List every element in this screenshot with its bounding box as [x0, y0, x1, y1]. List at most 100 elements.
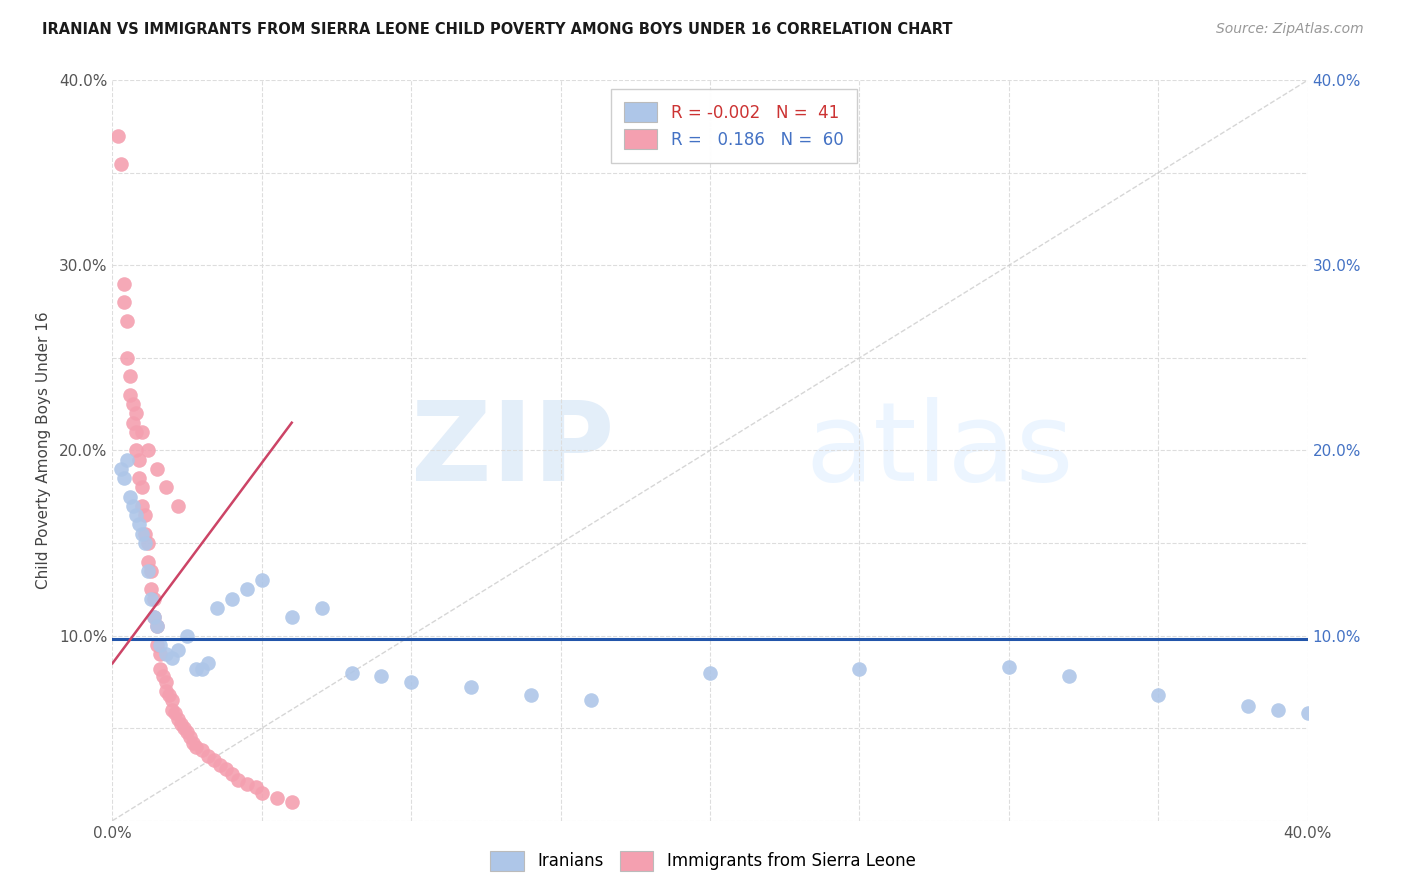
Point — [340, 665, 363, 680]
Point — [134, 536, 156, 550]
Point — [146, 638, 169, 652]
Point — [1296, 706, 1319, 721]
Point — [114, 277, 135, 291]
Point — [114, 471, 135, 485]
Point — [131, 499, 153, 513]
Point — [197, 657, 219, 671]
Legend: Iranians, Immigrants from Sierra Leone: Iranians, Immigrants from Sierra Leone — [482, 842, 924, 880]
Point — [179, 731, 201, 745]
Point — [125, 407, 148, 421]
Point — [131, 526, 153, 541]
Point — [191, 662, 214, 676]
Point — [186, 739, 208, 754]
Point — [149, 638, 172, 652]
Point — [165, 706, 187, 721]
Text: ZIP: ZIP — [411, 397, 614, 504]
Point — [134, 526, 156, 541]
Point — [110, 462, 132, 476]
Point — [699, 665, 721, 680]
Point — [138, 554, 160, 569]
Point — [143, 610, 166, 624]
Point — [1147, 688, 1170, 702]
Point — [128, 517, 150, 532]
Point — [176, 628, 198, 642]
Point — [155, 684, 177, 698]
Point — [226, 772, 249, 787]
Point — [128, 452, 150, 467]
Point — [167, 499, 190, 513]
Point — [141, 582, 163, 597]
Point — [281, 610, 304, 624]
Point — [215, 762, 238, 776]
Point — [205, 600, 228, 615]
Point — [122, 499, 145, 513]
Point — [125, 443, 148, 458]
Point — [250, 786, 273, 800]
Point — [138, 536, 160, 550]
Point — [579, 693, 602, 707]
Point — [162, 703, 183, 717]
Point — [998, 660, 1021, 674]
Point — [120, 369, 142, 384]
Point — [245, 780, 267, 795]
Point — [181, 736, 204, 750]
Point — [143, 591, 166, 606]
Point — [162, 693, 183, 707]
Point — [149, 662, 172, 676]
Point — [236, 582, 259, 597]
Point — [186, 662, 208, 676]
Point — [173, 721, 195, 735]
Point — [221, 591, 243, 606]
Point — [520, 688, 543, 702]
Point — [117, 351, 139, 365]
Point — [167, 643, 190, 657]
Legend: R = -0.002   N =  41, R =   0.186   N =  60: R = -0.002 N = 41, R = 0.186 N = 60 — [610, 88, 856, 162]
Point — [138, 443, 160, 458]
Y-axis label: Child Poverty Among Boys Under 16: Child Poverty Among Boys Under 16 — [35, 311, 51, 590]
Point — [131, 425, 153, 439]
Point — [120, 388, 142, 402]
Point — [191, 743, 214, 757]
Point — [122, 416, 145, 430]
Point — [120, 490, 142, 504]
Point — [146, 619, 169, 633]
Point — [155, 674, 177, 689]
Point — [131, 481, 153, 495]
Point — [281, 795, 304, 809]
Point — [138, 564, 160, 578]
Text: Source: ZipAtlas.com: Source: ZipAtlas.com — [1216, 22, 1364, 37]
Point — [1237, 698, 1260, 713]
Point — [460, 681, 482, 695]
Point — [141, 564, 163, 578]
Point — [848, 662, 870, 676]
Point — [107, 128, 129, 143]
Point — [128, 471, 150, 485]
Point — [176, 724, 198, 739]
Point — [1267, 703, 1289, 717]
Point — [125, 508, 148, 523]
Point — [157, 688, 180, 702]
Point — [266, 791, 288, 805]
Point — [401, 674, 423, 689]
Point — [197, 748, 219, 763]
Point — [114, 295, 135, 310]
Point — [149, 647, 172, 661]
Point — [236, 776, 259, 791]
Text: atlas: atlas — [806, 397, 1074, 504]
Point — [141, 591, 163, 606]
Point — [122, 397, 145, 411]
Point — [117, 314, 139, 328]
Point — [134, 508, 156, 523]
Text: IRANIAN VS IMMIGRANTS FROM SIERRA LEONE CHILD POVERTY AMONG BOYS UNDER 16 CORREL: IRANIAN VS IMMIGRANTS FROM SIERRA LEONE … — [42, 22, 953, 37]
Point — [221, 767, 243, 781]
Point — [311, 600, 333, 615]
Point — [155, 481, 177, 495]
Point — [125, 425, 148, 439]
Point — [162, 650, 183, 665]
Point — [117, 452, 139, 467]
Point — [146, 462, 169, 476]
Point — [143, 610, 166, 624]
Point — [250, 573, 273, 587]
Point — [370, 669, 392, 683]
Point — [202, 753, 225, 767]
